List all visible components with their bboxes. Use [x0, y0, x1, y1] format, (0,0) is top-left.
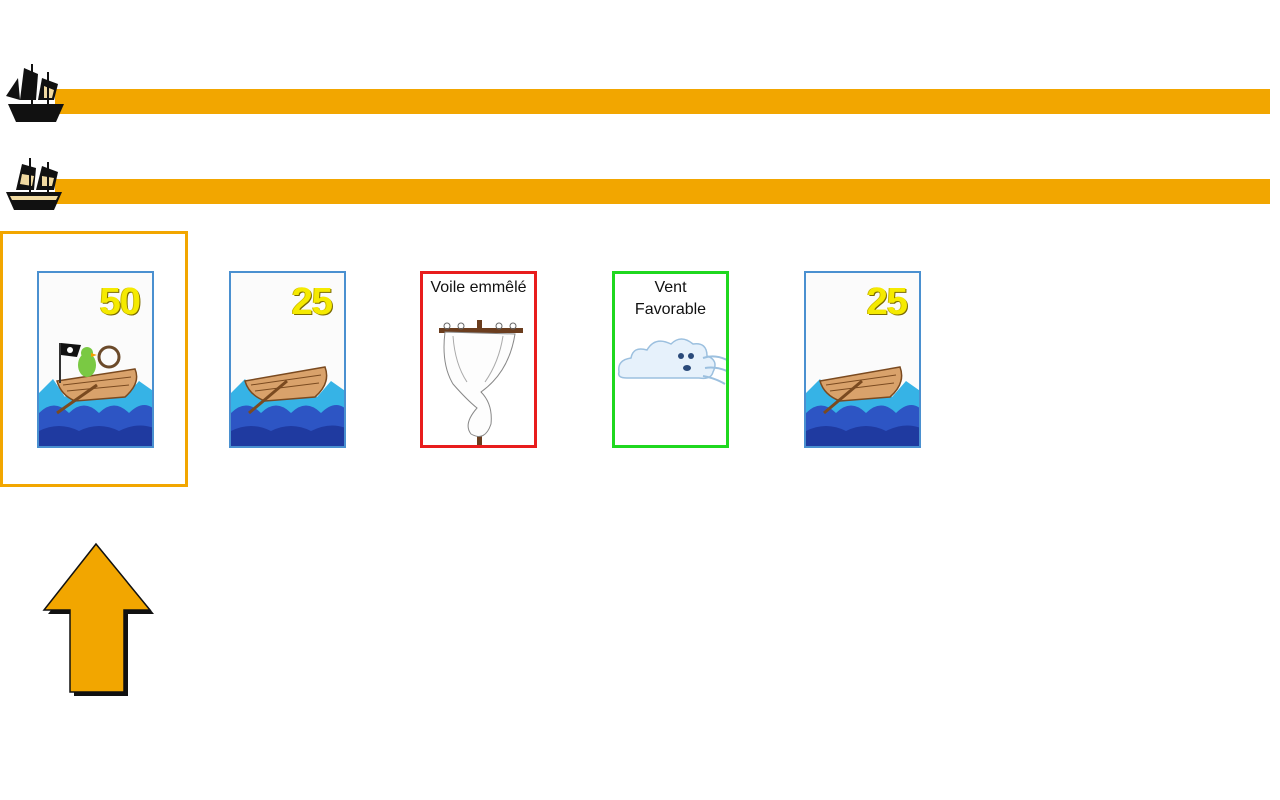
pirate-ship-icon: [6, 158, 62, 210]
card-value: 25: [866, 281, 908, 323]
distance-card-25[interactable]: 25: [229, 271, 346, 448]
player-2-track: [0, 152, 1280, 222]
card-title: Vent Favorable: [634, 279, 707, 318]
rowboat-on-waves-icon: [806, 366, 919, 446]
blowing-cloud-icon: [617, 338, 726, 385]
card-value: 25: [291, 281, 333, 323]
card-title: Voile emmêlé: [430, 279, 527, 296]
tangled-sail-mast-icon: [439, 320, 523, 445]
up-arrow-icon[interactable]: [40, 542, 155, 698]
distance-card-25[interactable]: 25: [804, 271, 921, 448]
pirate-ship-icon: [6, 64, 64, 122]
player-1-track: [0, 60, 1280, 130]
remedy-card-favorable-wind[interactable]: Vent Favorable: [612, 271, 729, 448]
selected-card-frame: [0, 231, 188, 487]
boat-with-pirate-parrot-icon: [39, 343, 152, 446]
distance-card-50[interactable]: 50: [37, 271, 154, 448]
progress-bar: [55, 179, 1270, 204]
rowboat-on-waves-icon: [231, 366, 344, 446]
hazard-card-tangled-sail[interactable]: Voile emmêlé: [420, 271, 537, 448]
card-value: 50: [99, 281, 141, 323]
progress-bar: [55, 89, 1270, 114]
